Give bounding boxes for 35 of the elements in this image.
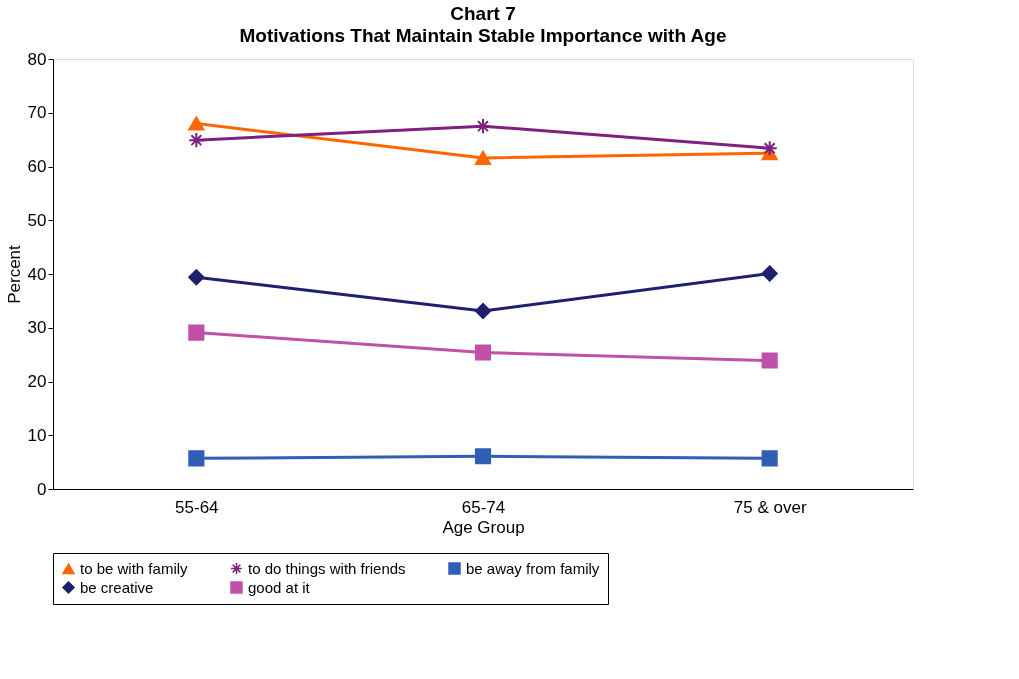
- point: [188, 450, 205, 467]
- y-tick-label: 40: [27, 264, 47, 284]
- y-tick-label: 70: [27, 103, 47, 123]
- chart-subtitle: Motivations That Maintain Stable Importance with Age: [239, 25, 727, 46]
- point: [474, 118, 492, 135]
- legend-label: to be with family: [80, 559, 189, 577]
- y-tick-label: 60: [27, 157, 47, 176]
- chart-title: Chart 7: [450, 3, 516, 24]
- y-tick-label: 30: [27, 318, 47, 338]
- x-tick-label: 55-64: [175, 497, 219, 517]
- point: [474, 448, 492, 465]
- y-tick-label: 10: [27, 425, 47, 445]
- y-axis-title: Percent: [4, 244, 24, 304]
- legend-label: good at it: [248, 578, 311, 596]
- x-axis-title: Age Group: [442, 517, 525, 537]
- point: [474, 344, 492, 361]
- point: [761, 352, 778, 369]
- point: [474, 303, 492, 320]
- point: [761, 265, 778, 282]
- point: [188, 132, 205, 149]
- legend-label: to do things with friends: [248, 559, 406, 577]
- y-tick-label: 20: [27, 372, 47, 391]
- point: [761, 140, 778, 157]
- y-tick-label: 50: [27, 210, 47, 230]
- y-tick-label: 0: [37, 479, 47, 499]
- legend-label: be away from family: [466, 559, 600, 577]
- x-tick-label: 75 & over: [733, 497, 807, 517]
- point: [761, 450, 778, 467]
- y-tick-label: 80: [27, 49, 47, 69]
- point: [188, 116, 205, 131]
- point: [188, 324, 205, 341]
- point: [188, 269, 205, 286]
- x-tick-label: 65-74: [461, 497, 506, 517]
- point: [474, 150, 492, 166]
- legend-label: be creative: [80, 578, 154, 596]
